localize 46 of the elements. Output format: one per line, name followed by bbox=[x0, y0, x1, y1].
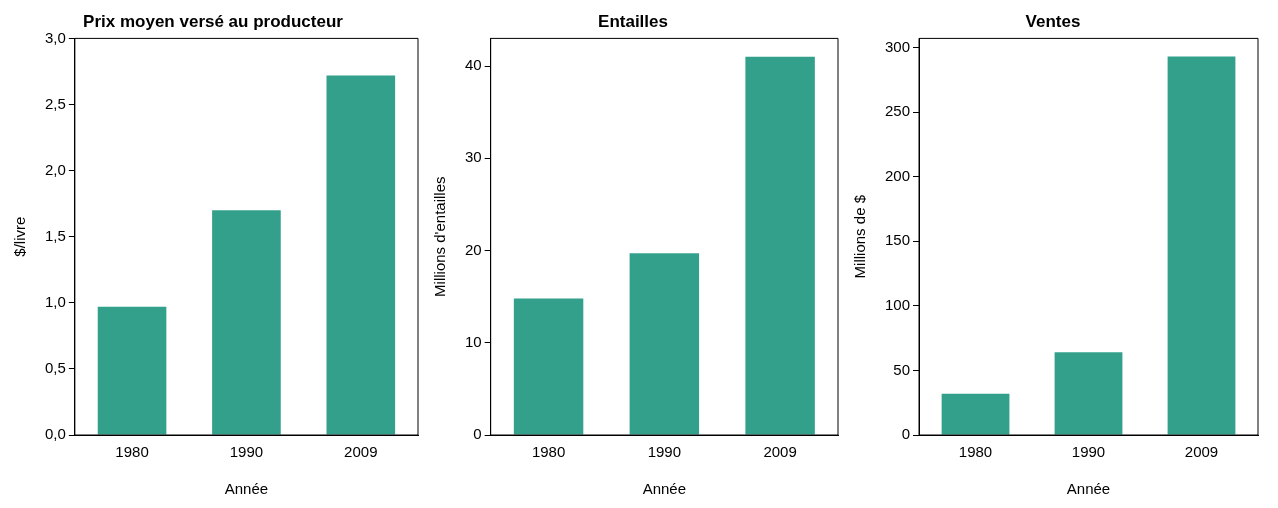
y-tick-label: 200 bbox=[885, 166, 911, 184]
x-axis-title: Année bbox=[224, 480, 269, 498]
y-tick-label: 30 bbox=[465, 148, 482, 166]
y-tick-label: 2,0 bbox=[44, 160, 66, 178]
y-tick-label: 150 bbox=[885, 231, 911, 249]
bar bbox=[629, 253, 700, 435]
bar bbox=[212, 210, 281, 435]
x-tick-label: 1980 bbox=[958, 443, 993, 461]
y-tick-label: 300 bbox=[885, 37, 911, 55]
chart-title: Ventes bbox=[1025, 11, 1081, 31]
x-tick-label: 1980 bbox=[115, 443, 149, 461]
bar bbox=[745, 56, 815, 435]
y-tick-label: 0 bbox=[901, 425, 911, 443]
x-tick-label: 1980 bbox=[531, 443, 566, 461]
y-tick-label: 1,5 bbox=[44, 226, 66, 244]
y-tick-label: 1,0 bbox=[44, 292, 66, 310]
y-tick-label: 50 bbox=[893, 360, 911, 378]
x-tick-label: 2009 bbox=[763, 443, 797, 461]
y-tick-label: 3,0 bbox=[44, 28, 66, 46]
bar bbox=[513, 298, 584, 435]
chart-title: Prix moyen versé au producteur bbox=[83, 11, 344, 31]
x-tick-label: 1990 bbox=[1071, 443, 1106, 461]
x-tick-label: 2009 bbox=[1184, 443, 1219, 461]
y-tick-label: 40 bbox=[465, 56, 482, 74]
x-axis-title: Année bbox=[642, 480, 687, 498]
bar bbox=[1054, 352, 1123, 435]
x-tick-label: 2009 bbox=[344, 443, 378, 461]
y-tick-label: 2,5 bbox=[44, 94, 66, 112]
y-tick-label: 0,0 bbox=[44, 425, 66, 443]
bar bbox=[941, 393, 1010, 435]
y-tick-label: 10 bbox=[465, 332, 482, 350]
y-tick-label: 20 bbox=[465, 240, 482, 258]
x-tick-label: 1990 bbox=[647, 443, 682, 461]
x-axis-title: Année bbox=[1066, 480, 1111, 498]
y-tick-label: 0,5 bbox=[44, 359, 66, 377]
y-tick-label: 100 bbox=[885, 295, 911, 313]
y-axis-title: $/livre bbox=[11, 216, 29, 257]
bar bbox=[97, 306, 167, 435]
y-tick-label: 0 bbox=[473, 425, 482, 443]
x-tick-label: 1990 bbox=[229, 443, 264, 461]
bar bbox=[1167, 56, 1236, 435]
bar bbox=[326, 75, 396, 435]
y-axis-title: Millions de $ bbox=[851, 194, 869, 279]
chart-title: Entailles bbox=[598, 11, 668, 31]
y-axis-title: Millions d'entailles bbox=[431, 176, 449, 297]
y-tick-label: 250 bbox=[885, 102, 911, 120]
